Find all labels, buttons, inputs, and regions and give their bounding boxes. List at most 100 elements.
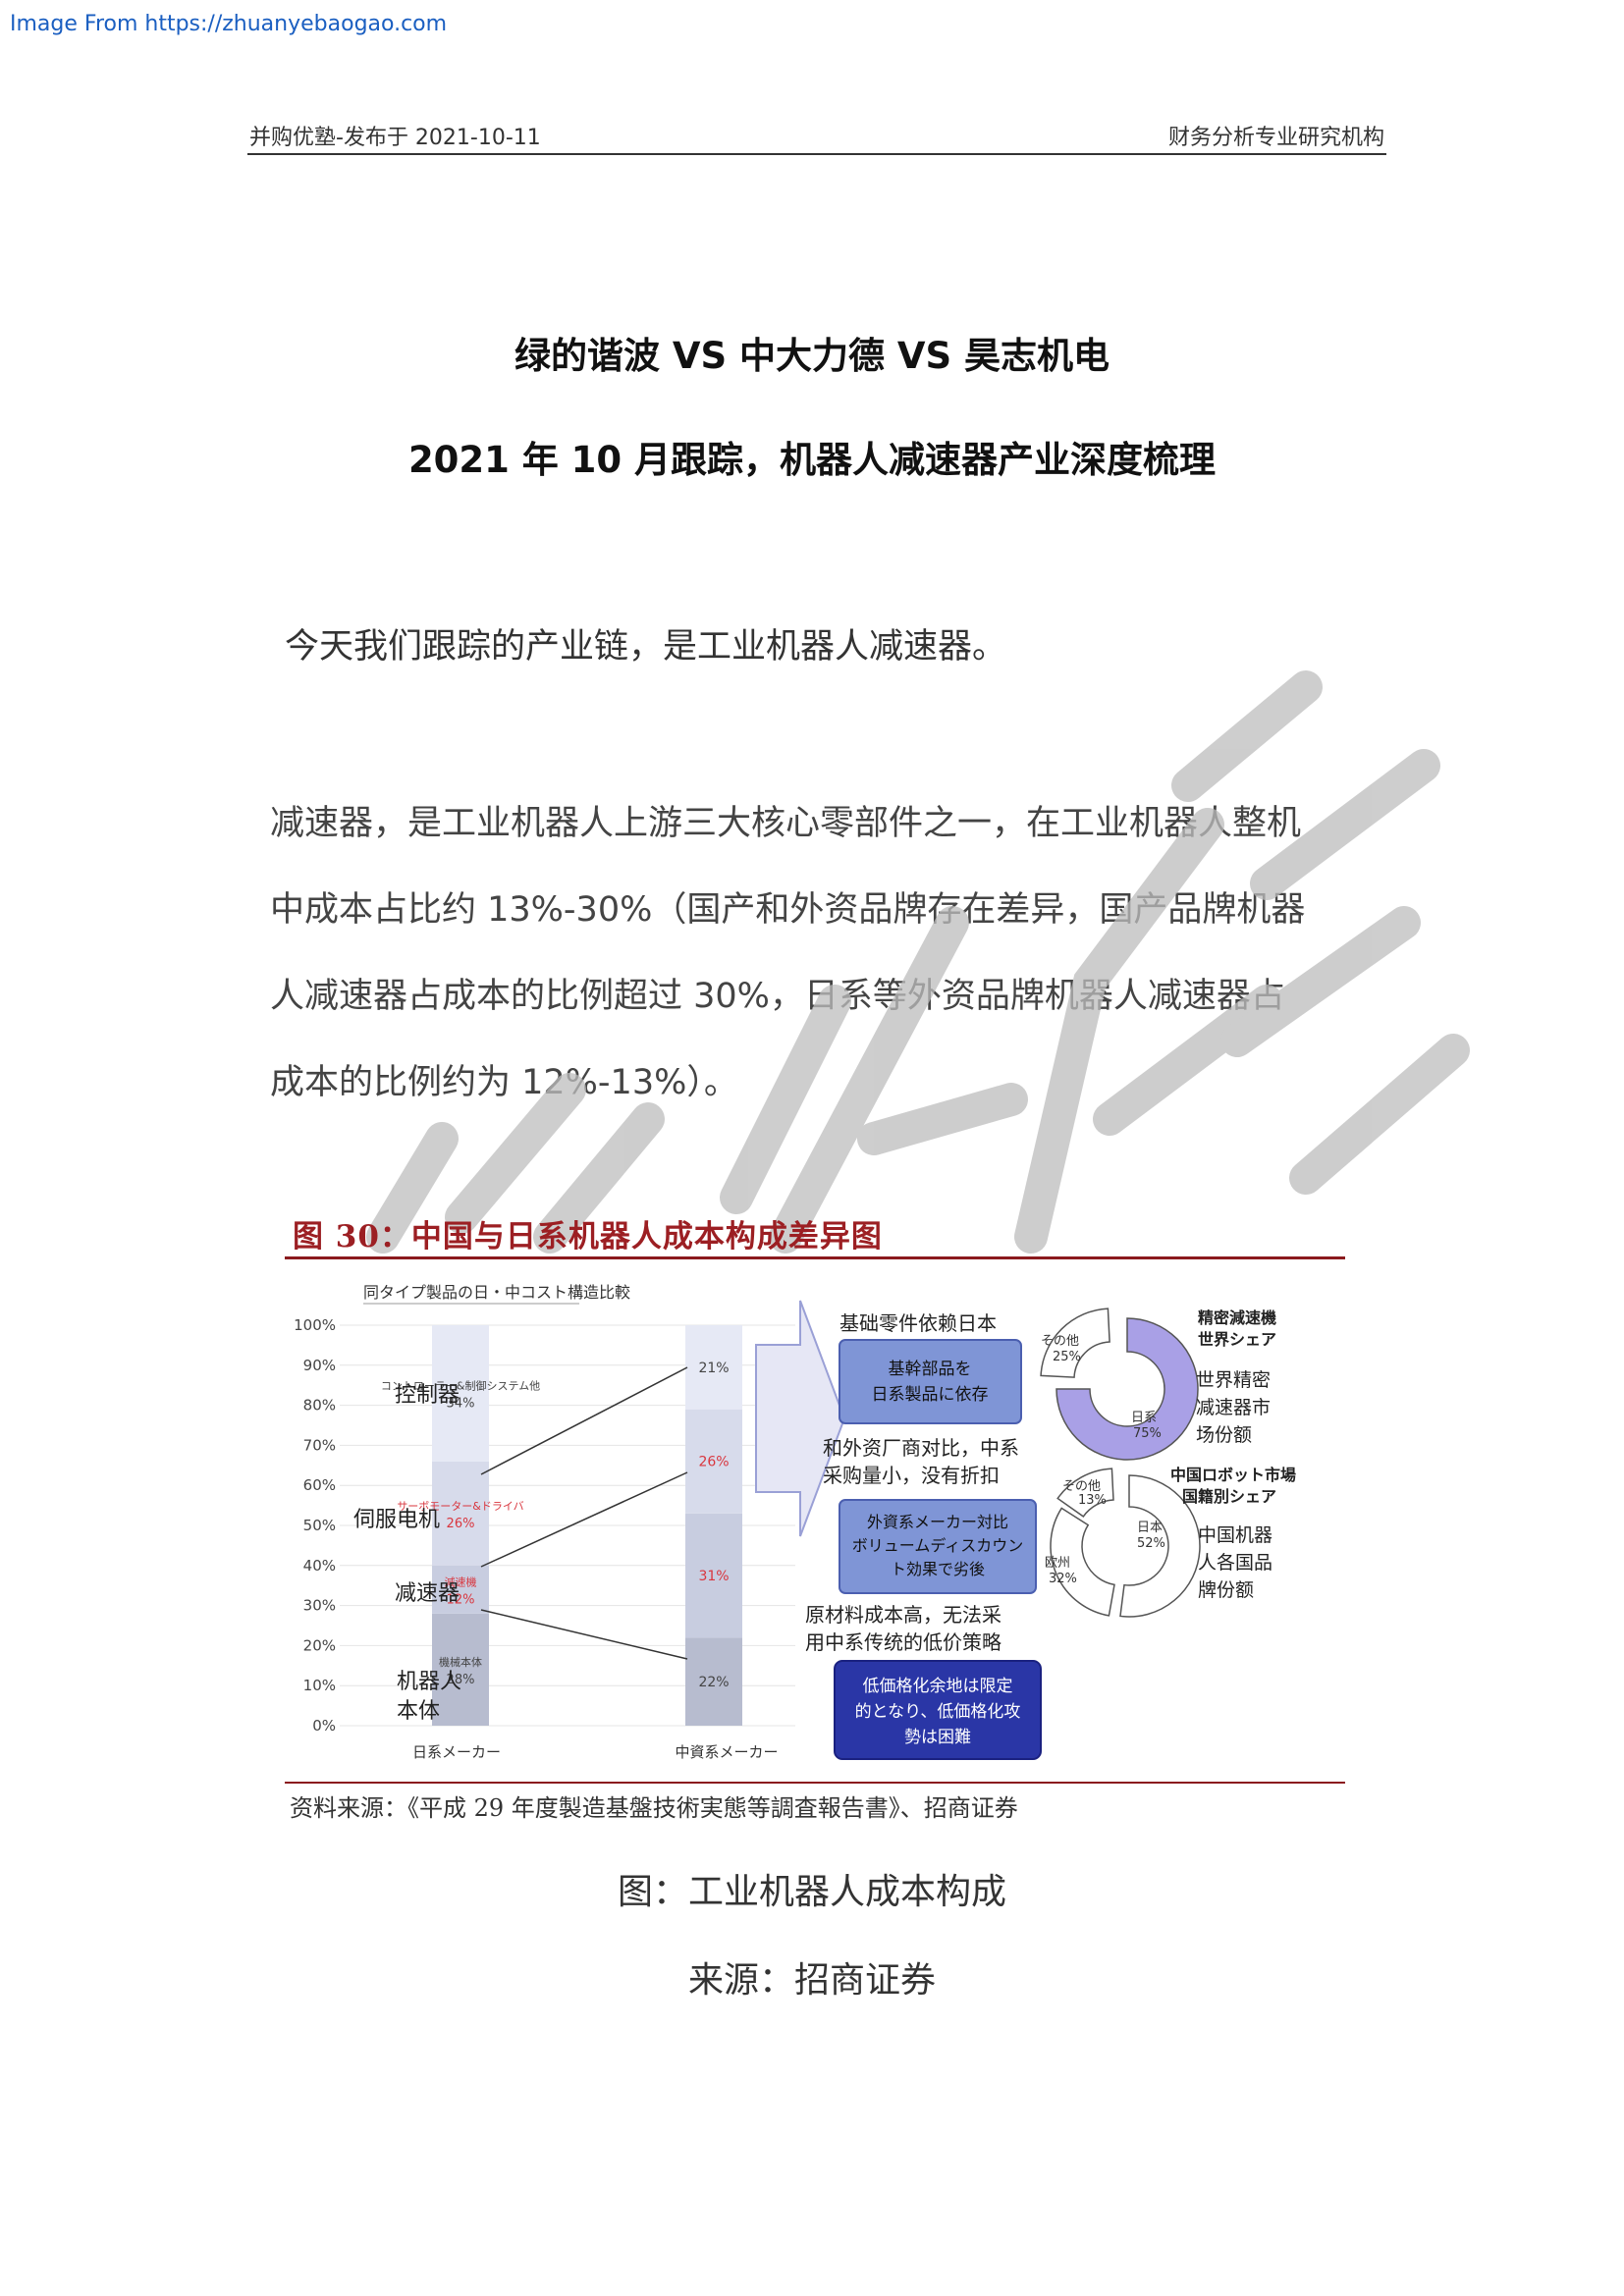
- note2-line: 和外资厂商对比，中系: [823, 1436, 1019, 1460]
- paragraph-line: 减速器，是工业机器人上游三大核心零部件之一，在工业机器人整机: [270, 804, 1302, 843]
- donut2-desc-line: 中国机器: [1198, 1524, 1272, 1546]
- figure-top-rule: [285, 1256, 1345, 1259]
- box1: [839, 1339, 1022, 1424]
- connector-line: [480, 1609, 688, 1660]
- donut2-other-slice: [1056, 1468, 1114, 1518]
- left-label-controller: 控制器: [395, 1383, 460, 1408]
- caption-source: 来源：招商证券: [687, 1960, 936, 2001]
- donut1-japan-value: 75%: [1133, 1426, 1162, 1441]
- page-header: 并购优塾-发布于 2021-10-11 财务分析专业研究机构: [247, 118, 1386, 155]
- donut2-title-line: 国籍別シェア: [1182, 1487, 1276, 1506]
- donut-china-market: その他 13% 日本 52% 欧州 32% 中国ロボット市場 国籍別シェア 中国…: [1045, 1466, 1296, 1618]
- donut1-desc-line: 场份额: [1196, 1424, 1252, 1446]
- bars: 機械本体 28% 減速機 12% サーボモーター&ドライバ 26% コントローラー&制御シス…: [381, 1325, 742, 1726]
- donut2-desc-line: 牌份额: [1198, 1579, 1254, 1601]
- bar-segment: [685, 1513, 742, 1638]
- y-tick-label: 100%: [294, 1316, 336, 1334]
- y-tick-label: 70%: [303, 1436, 336, 1454]
- left-label-servo: 伺服电机: [353, 1508, 440, 1532]
- bar-value-label: 22%: [698, 1675, 729, 1690]
- donut2-europe-slice: [1050, 1507, 1115, 1617]
- y-tick-label: 60%: [303, 1476, 336, 1494]
- figure-bottom-rule: [285, 1782, 1345, 1784]
- y-tick-label: 80%: [303, 1397, 336, 1415]
- donut-world-share: その他 25% 日系 75% 精密減速機 世界シェア 世界精密 减速器市 场份额: [1040, 1308, 1276, 1461]
- bar-value-label: 12%: [447, 1592, 475, 1607]
- figure-30: 图 30：中国与日系机器人成本构成差异图 同タイプ製品の日・中コスト構造比較 1…: [285, 1207, 1350, 1826]
- bar-segment: [685, 1325, 742, 1410]
- note3-line: 原材料成本高，无法采: [805, 1603, 1001, 1627]
- paragraph-line: 成本的比例约为 12%-13%）。: [270, 1063, 738, 1102]
- header-left: 并购优塾-发布于 2021-10-11: [249, 126, 541, 150]
- chart-title: 同タイプ製品の日・中コスト構造比較: [363, 1283, 630, 1302]
- bar-segment: [685, 1409, 742, 1514]
- y-tick-label: 10%: [303, 1677, 336, 1694]
- bar-value-label: 34%: [447, 1396, 475, 1411]
- bar-segment: [432, 1613, 489, 1726]
- box2-line: 外資系メーカー対比: [867, 1513, 1008, 1531]
- donut1-japan-label: 日系: [1131, 1411, 1157, 1425]
- donut2-japan-slice: [1119, 1474, 1201, 1618]
- y-tick-label: 20%: [303, 1636, 336, 1654]
- figure-title: 图 30：中国与日系机器人成本构成差异图: [293, 1219, 883, 1255]
- connector-line: [480, 1471, 688, 1568]
- box2-line: ボリュームディスカウン: [852, 1536, 1023, 1555]
- paragraph-line: 中成本占比约 13%-30%（国产和外资品牌存在差异，国产品牌机器: [270, 890, 1306, 930]
- donut2-japan-label: 日本: [1137, 1521, 1163, 1535]
- x-label-japan: 日系メーカー: [412, 1743, 501, 1761]
- bar-value-label: 21%: [698, 1361, 729, 1376]
- y-axis: 100% 90% 80% 70% 60% 50% 40% 30% 20% 10% 0%: [294, 1316, 795, 1735]
- bar-segment: [432, 1461, 489, 1566]
- figure-graphic: 同タイプ製品の日・中コスト構造比較 100% 90% 80% 70% 60% 50% 40%…: [294, 1283, 1296, 1761]
- x-label-china: 中資系メーカー: [675, 1743, 778, 1761]
- bar-value-label: 26%: [447, 1517, 475, 1531]
- box1-line: 基幹部品を: [889, 1359, 972, 1379]
- connector-line: [480, 1366, 688, 1475]
- box1-line: 日系製品に依存: [872, 1385, 989, 1405]
- bar-segment-label: 減速機: [445, 1575, 477, 1588]
- bar-segment-label: 機械本体: [439, 1655, 482, 1669]
- caption-title: 图：工业机器人成本构成: [617, 1872, 1006, 1912]
- left-label-body-2: 本体: [397, 1699, 440, 1724]
- body-paragraph: 减速器，是工业机器人上游三大核心零部件之一，在工业机器人整机 中成本占比约 13…: [270, 780, 1380, 1126]
- box3: [834, 1660, 1042, 1760]
- donut2-europe-label: 欧州: [1045, 1556, 1070, 1571]
- y-tick-label: 50%: [303, 1517, 336, 1534]
- header-right: 财务分析专业研究机构: [1167, 126, 1384, 150]
- box3-line: 勢は困難: [904, 1728, 971, 1747]
- left-label-reducer: 减速器: [395, 1581, 460, 1606]
- bar-value-label: 26%: [698, 1455, 729, 1470]
- arrow-shape: [755, 1300, 846, 1537]
- title-line-1: 绿的谐波 VS 中大力德 VS 昊志机电: [514, 335, 1110, 377]
- y-tick-label: 30%: [303, 1597, 336, 1615]
- connector-lines: [480, 1366, 688, 1660]
- note3-line: 用中系传统的低价策略: [805, 1630, 1001, 1654]
- left-label-body-1: 机器人: [397, 1670, 461, 1694]
- paragraph-line: 人减速器占成本的比例超过 30%，日系等外资品牌机器人减速器占: [270, 977, 1285, 1016]
- bar-segment-label: コントローラー&制御システム他: [381, 1378, 540, 1392]
- source-link[interactable]: Image From https://zhuanyebaogao.com: [10, 12, 448, 36]
- bar-value-label: 28%: [447, 1673, 475, 1687]
- donut2-other-value: 13%: [1078, 1493, 1107, 1508]
- intro-paragraph: 今天我们跟踪的产业链，是工业机器人减速器。: [285, 627, 1007, 667]
- figure-source: 资料来源：《平成 29 年度製造基盤技術実態等調査報告書》、招商证券: [290, 1794, 1018, 1822]
- box2: [839, 1499, 1037, 1594]
- note2-line: 采购量小，没有折扣: [823, 1464, 1000, 1487]
- box2-line: ト効果で劣後: [891, 1560, 985, 1578]
- donut1-title-line: 精密減速機: [1198, 1308, 1276, 1327]
- y-tick-label: 0%: [312, 1717, 336, 1735]
- donut2-title-line: 中国ロボット市場: [1170, 1466, 1296, 1484]
- bar-segment: [685, 1637, 742, 1726]
- top-note: 基础零件依赖日本: [839, 1311, 997, 1335]
- bar-segment: [432, 1565, 489, 1614]
- donut1-other-label: その他: [1041, 1334, 1079, 1349]
- bar-segment-label: サーボモーター&ドライバ: [397, 1500, 523, 1513]
- donut1-desc-line: 世界精密: [1196, 1369, 1271, 1391]
- bar-segment: [432, 1325, 489, 1462]
- y-tick-label: 90%: [303, 1357, 336, 1374]
- title-line-2: 2021 年 10 月跟踪，机器人减速器产业深度梳理: [407, 439, 1217, 481]
- donut1-title-line: 世界シェア: [1198, 1330, 1276, 1349]
- box3-line: 低価格化余地は限定: [863, 1677, 1013, 1696]
- donut2-other-label: その他: [1062, 1479, 1101, 1494]
- donut1-other-slice: [1040, 1308, 1110, 1378]
